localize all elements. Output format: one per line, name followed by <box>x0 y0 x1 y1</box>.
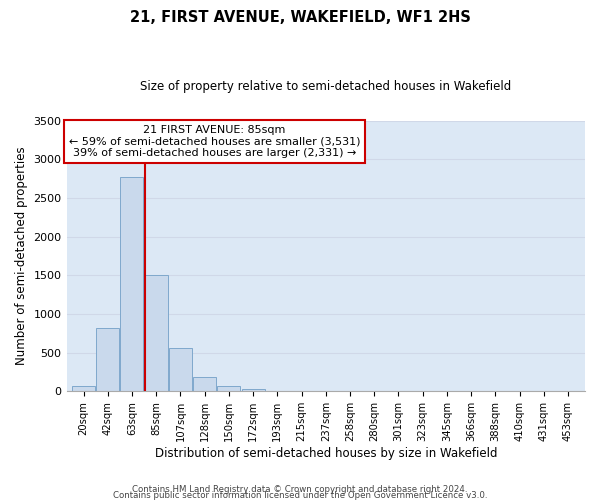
Title: Size of property relative to semi-detached houses in Wakefield: Size of property relative to semi-detach… <box>140 80 511 93</box>
Y-axis label: Number of semi-detached properties: Number of semi-detached properties <box>15 146 28 366</box>
Bar <box>121 176 143 392</box>
Bar <box>217 386 241 392</box>
Text: Contains public sector information licensed under the Open Government Licence v3: Contains public sector information licen… <box>113 490 487 500</box>
Bar <box>145 276 167 392</box>
Text: 21 FIRST AVENUE: 85sqm
← 59% of semi-detached houses are smaller (3,531)
39% of : 21 FIRST AVENUE: 85sqm ← 59% of semi-det… <box>68 124 360 158</box>
Bar <box>72 386 95 392</box>
Text: 21, FIRST AVENUE, WAKEFIELD, WF1 2HS: 21, FIRST AVENUE, WAKEFIELD, WF1 2HS <box>130 10 470 25</box>
Bar <box>169 348 192 392</box>
Bar <box>96 328 119 392</box>
X-axis label: Distribution of semi-detached houses by size in Wakefield: Distribution of semi-detached houses by … <box>155 447 497 460</box>
Bar <box>193 377 216 392</box>
Text: Contains HM Land Registry data © Crown copyright and database right 2024.: Contains HM Land Registry data © Crown c… <box>132 484 468 494</box>
Bar <box>242 389 265 392</box>
